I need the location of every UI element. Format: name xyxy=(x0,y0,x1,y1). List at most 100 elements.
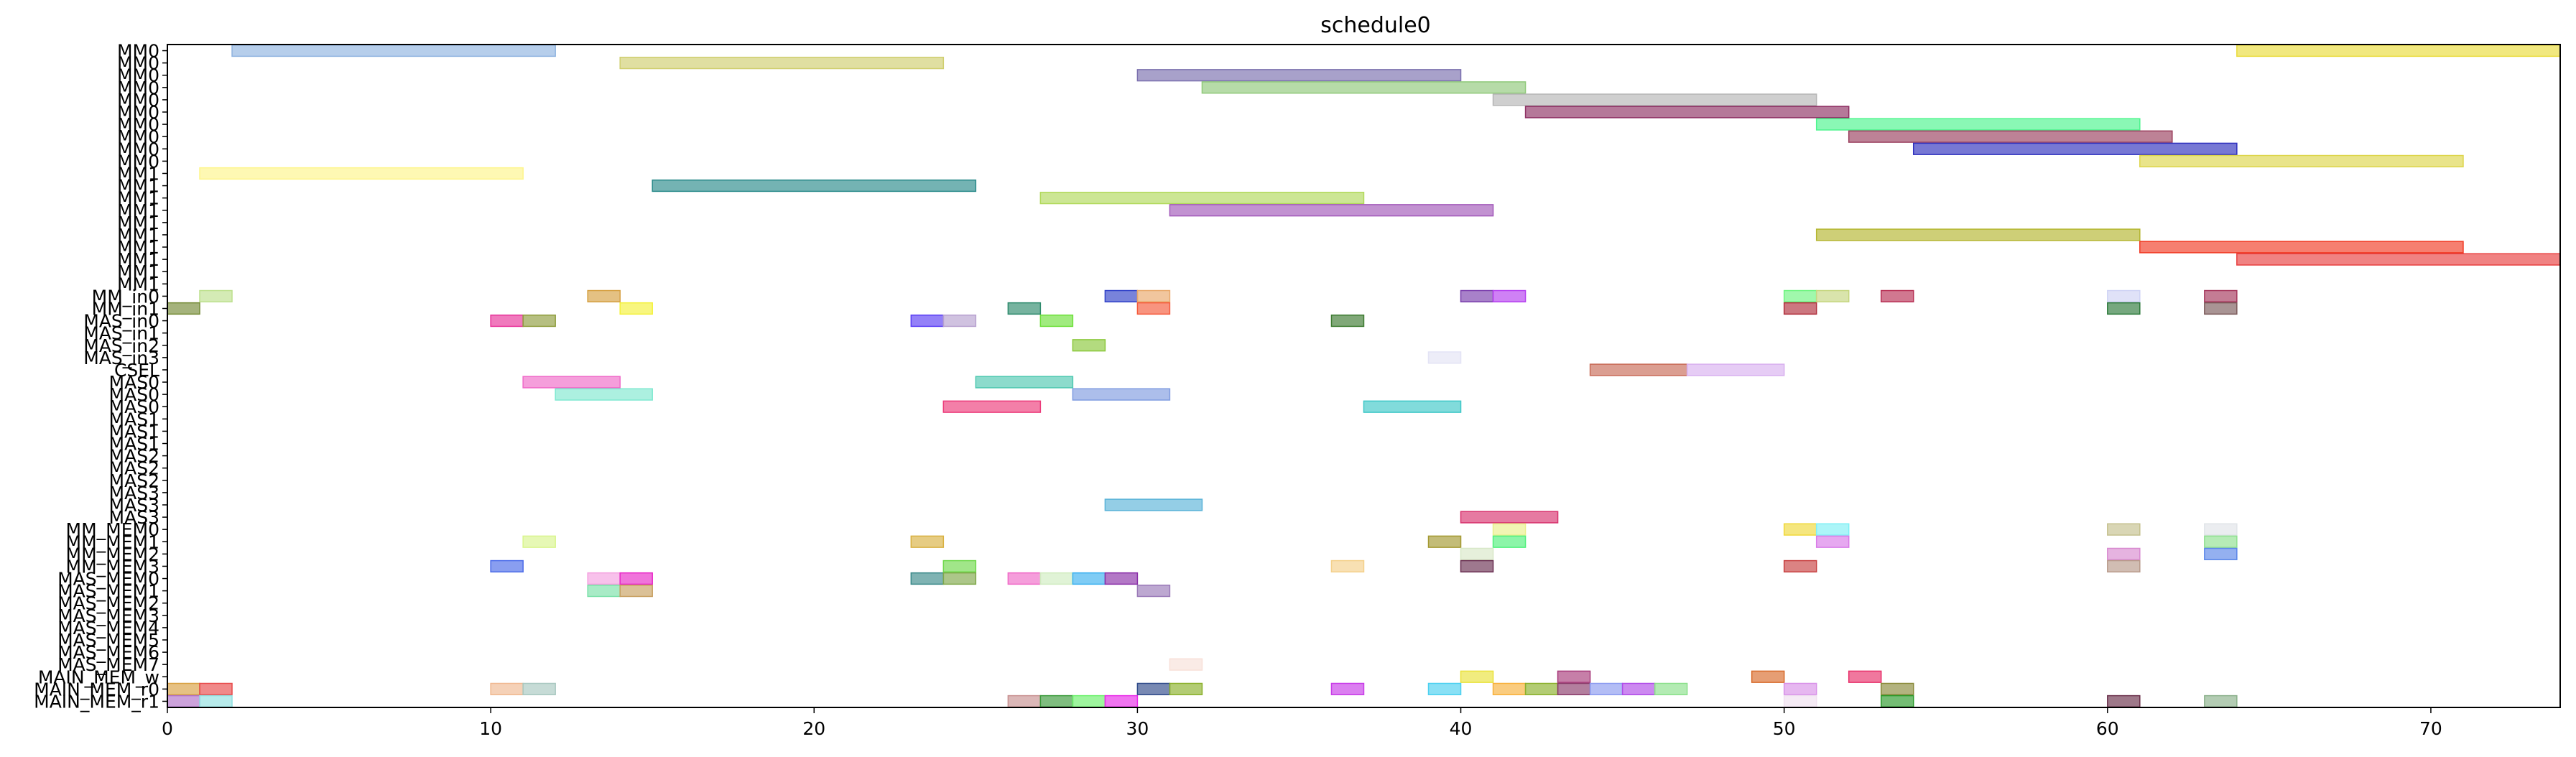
gantt-bar xyxy=(1136,302,1171,315)
gantt-bar xyxy=(619,572,653,585)
gantt-bar xyxy=(2236,253,2561,266)
y-axis: MM0MM0MM0MM0MM0MM0MM0MM0MM0MM0MM1MM1MM1M… xyxy=(34,41,167,712)
gantt-bar xyxy=(1783,559,1817,573)
gantt-bar xyxy=(1460,547,1494,560)
gantt-bar xyxy=(2204,289,2238,303)
gantt-bar xyxy=(1524,106,1850,119)
gantt-bar xyxy=(1460,289,1494,303)
y-tick-label: MAS_MEM4 xyxy=(57,618,159,638)
gantt-bar xyxy=(1104,289,1139,303)
y-tick-label: MAS1 xyxy=(109,409,159,429)
gantt-bar xyxy=(1654,682,1688,695)
x-tick-label: 70 xyxy=(2419,718,2442,739)
y-tick-label: MM1 xyxy=(117,176,159,197)
gantt-bar xyxy=(1492,523,1526,536)
gantt-bar xyxy=(1104,572,1139,585)
gantt-bar xyxy=(1880,289,1914,303)
gantt-bar xyxy=(1039,314,1074,328)
x-tick-label: 40 xyxy=(1450,718,1473,739)
y-tick-label: MM1 xyxy=(117,163,159,184)
gantt-bar xyxy=(1072,388,1171,401)
gantt-bar xyxy=(490,314,524,328)
gantt-bar xyxy=(1427,351,1462,364)
gantt-bar xyxy=(1104,695,1139,708)
gantt-bar xyxy=(1330,559,1365,573)
plot-frame xyxy=(167,44,2561,708)
gantt-bar xyxy=(1686,363,1785,376)
bars-layer xyxy=(167,44,2561,708)
gantt-bar xyxy=(1557,670,1591,683)
y-tick-label: MM0 xyxy=(117,151,159,172)
y-tick-label: MM0 xyxy=(117,139,159,159)
gantt-bar xyxy=(522,314,556,328)
gantt-bar xyxy=(1848,130,2173,143)
gantt-bar xyxy=(1007,572,1042,585)
gantt-bar xyxy=(1880,682,1914,695)
y-tick-label: MAS_MEM7 xyxy=(57,654,159,675)
gantt-bar xyxy=(2236,44,2561,57)
gantt-bar xyxy=(1039,572,1074,585)
gantt-bar xyxy=(1136,289,1171,303)
gantt-bar xyxy=(2204,535,2238,548)
y-tick-label: MM1 xyxy=(117,225,159,246)
gantt-bar xyxy=(199,695,233,708)
gantt-bar xyxy=(1912,142,2238,155)
gantt-bar xyxy=(2204,302,2238,315)
x-axis: 0 10 20 30 40 50 60 70 xyxy=(162,707,2442,739)
gantt-bar xyxy=(2107,302,2141,315)
gantt-bar xyxy=(199,682,233,695)
gantt-bar xyxy=(2204,547,2238,560)
y-tick-label: MAS2 xyxy=(109,470,159,491)
gantt-bar xyxy=(2107,547,2141,560)
y-tick-label: MAIN_MEM_r0 xyxy=(34,679,159,700)
gantt-bar xyxy=(1557,682,1591,695)
x-tick-label: 30 xyxy=(1126,718,1149,739)
y-tick-label: MM0 xyxy=(117,126,159,147)
y-tick-label: MM_in0 xyxy=(92,286,159,307)
gantt-bar xyxy=(652,179,977,192)
gantt-bar xyxy=(2107,695,2141,708)
gantt-bar xyxy=(2204,523,2238,536)
y-tick-label: MAS3 xyxy=(109,483,159,503)
gantt-bar xyxy=(2107,559,2141,573)
y-tick-label: MAS0 xyxy=(109,372,159,393)
gantt-bar xyxy=(1330,314,1365,328)
gantt-bar xyxy=(1492,682,1526,695)
y-tick-label: MAS_in0 xyxy=(83,311,159,332)
gantt-bar xyxy=(1524,682,1559,695)
gantt-bar xyxy=(942,559,977,573)
gantt-bar xyxy=(1848,670,1882,683)
gantt-bar xyxy=(167,695,200,708)
y-tick-label: MAS1 xyxy=(109,421,159,442)
y-tick-label: MM_MEM1 xyxy=(66,531,159,552)
y-tick-label: CSEL xyxy=(114,360,159,381)
gantt-bar xyxy=(167,682,200,695)
gantt-bar xyxy=(910,535,945,548)
gantt-bar xyxy=(1460,670,1494,683)
y-tick-label: MAS3 xyxy=(109,495,159,516)
y-tick-label: MM1 xyxy=(117,249,159,270)
y-tick-label: MM1 xyxy=(117,200,159,221)
x-tick-label: 0 xyxy=(162,718,173,739)
gantt-bar xyxy=(2204,695,2238,708)
y-tick-label: MM_in1 xyxy=(92,298,159,319)
y-tick-label: MAS0 xyxy=(109,396,159,417)
gantt-bar xyxy=(2139,154,2464,167)
y-tick-label: MM1 xyxy=(117,261,159,282)
gantt-bar xyxy=(2139,241,2464,254)
gantt-bar xyxy=(1072,572,1106,585)
gantt-bar xyxy=(1330,682,1365,695)
gantt-bar xyxy=(522,535,556,548)
gantt-bar xyxy=(1136,585,1171,598)
y-tick-label: MAIN_MEM_r1 xyxy=(34,691,159,712)
gantt-bar xyxy=(1136,682,1171,695)
gantt-bar xyxy=(1169,658,1203,671)
y-tick-label: MM_MEM0 xyxy=(66,519,159,540)
x-tick-label: 50 xyxy=(1773,718,1796,739)
y-tick-label: MAS2 xyxy=(109,458,159,479)
gantt-bar xyxy=(1460,559,1494,573)
gantt-bar xyxy=(1783,682,1817,695)
y-tick-label: MAS_MEM6 xyxy=(57,642,159,663)
gantt-bar xyxy=(231,44,556,57)
